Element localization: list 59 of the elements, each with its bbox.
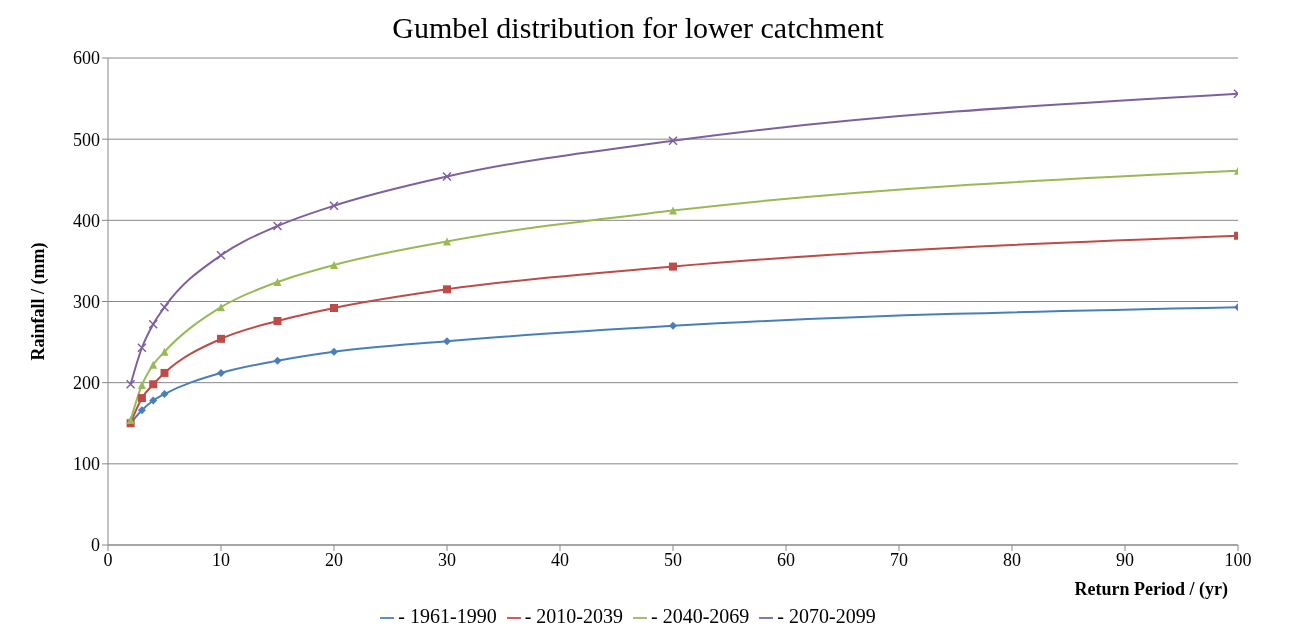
y-tick-label: 0	[91, 535, 100, 556]
point	[125, 379, 136, 390]
legend-label: - 2010-2039	[524, 605, 623, 627]
point	[217, 334, 225, 343]
x-tick-label: 20	[325, 549, 343, 570]
point	[443, 337, 451, 346]
x-tick-label: 0	[103, 549, 113, 570]
legend-label: - 1961-1990	[398, 605, 497, 627]
x-tick-label: 70	[890, 549, 908, 570]
point	[160, 390, 169, 399]
point	[149, 360, 158, 369]
point	[330, 260, 338, 269]
legend-label: - 2070-2099	[777, 605, 876, 627]
point	[669, 321, 677, 330]
point	[137, 394, 146, 403]
point	[272, 221, 283, 231]
point	[217, 368, 225, 377]
chart-title: Gumbel distribution for lower catchment	[391, 10, 885, 46]
point	[217, 303, 225, 312]
point	[160, 347, 169, 356]
point	[273, 278, 282, 287]
y-tick-label: 100	[73, 454, 100, 475]
legend-label: - 2040-2069	[651, 605, 750, 627]
point	[273, 316, 282, 325]
y-tick-label: 300	[73, 291, 100, 312]
point	[137, 381, 146, 390]
point	[330, 347, 338, 356]
y-tick-label: 400	[73, 210, 100, 231]
point	[330, 303, 338, 312]
point	[443, 237, 451, 246]
point	[149, 380, 158, 389]
x-tick-label: 10	[212, 549, 230, 570]
point	[148, 319, 158, 329]
y-tick-label: 600	[73, 48, 100, 69]
point	[273, 356, 282, 365]
point	[669, 206, 677, 215]
point	[149, 396, 158, 405]
x-tick-label: 60	[777, 549, 795, 570]
point	[160, 368, 169, 377]
point	[216, 250, 226, 260]
point	[443, 285, 451, 294]
point	[442, 171, 452, 182]
point	[668, 136, 678, 146]
y-axis-title: Rainfall / (mm)	[28, 242, 50, 361]
point	[159, 302, 170, 312]
y-tick-label: 500	[73, 129, 100, 150]
x-tick-label: 30	[438, 549, 456, 570]
x-tick-label: 40	[551, 549, 569, 570]
x-tick-label: 100	[1224, 549, 1252, 570]
y-tick-label: 200	[73, 373, 100, 394]
point	[126, 416, 135, 424]
x-tick-label: 80	[1003, 549, 1021, 570]
point	[137, 343, 147, 353]
x-tick-label: 50	[664, 549, 682, 570]
point	[137, 406, 146, 415]
x-tick-label: 90	[1116, 549, 1134, 570]
point	[329, 200, 339, 211]
point	[669, 262, 677, 271]
x-axis-title: Return Period / (yr)	[1074, 579, 1228, 600]
